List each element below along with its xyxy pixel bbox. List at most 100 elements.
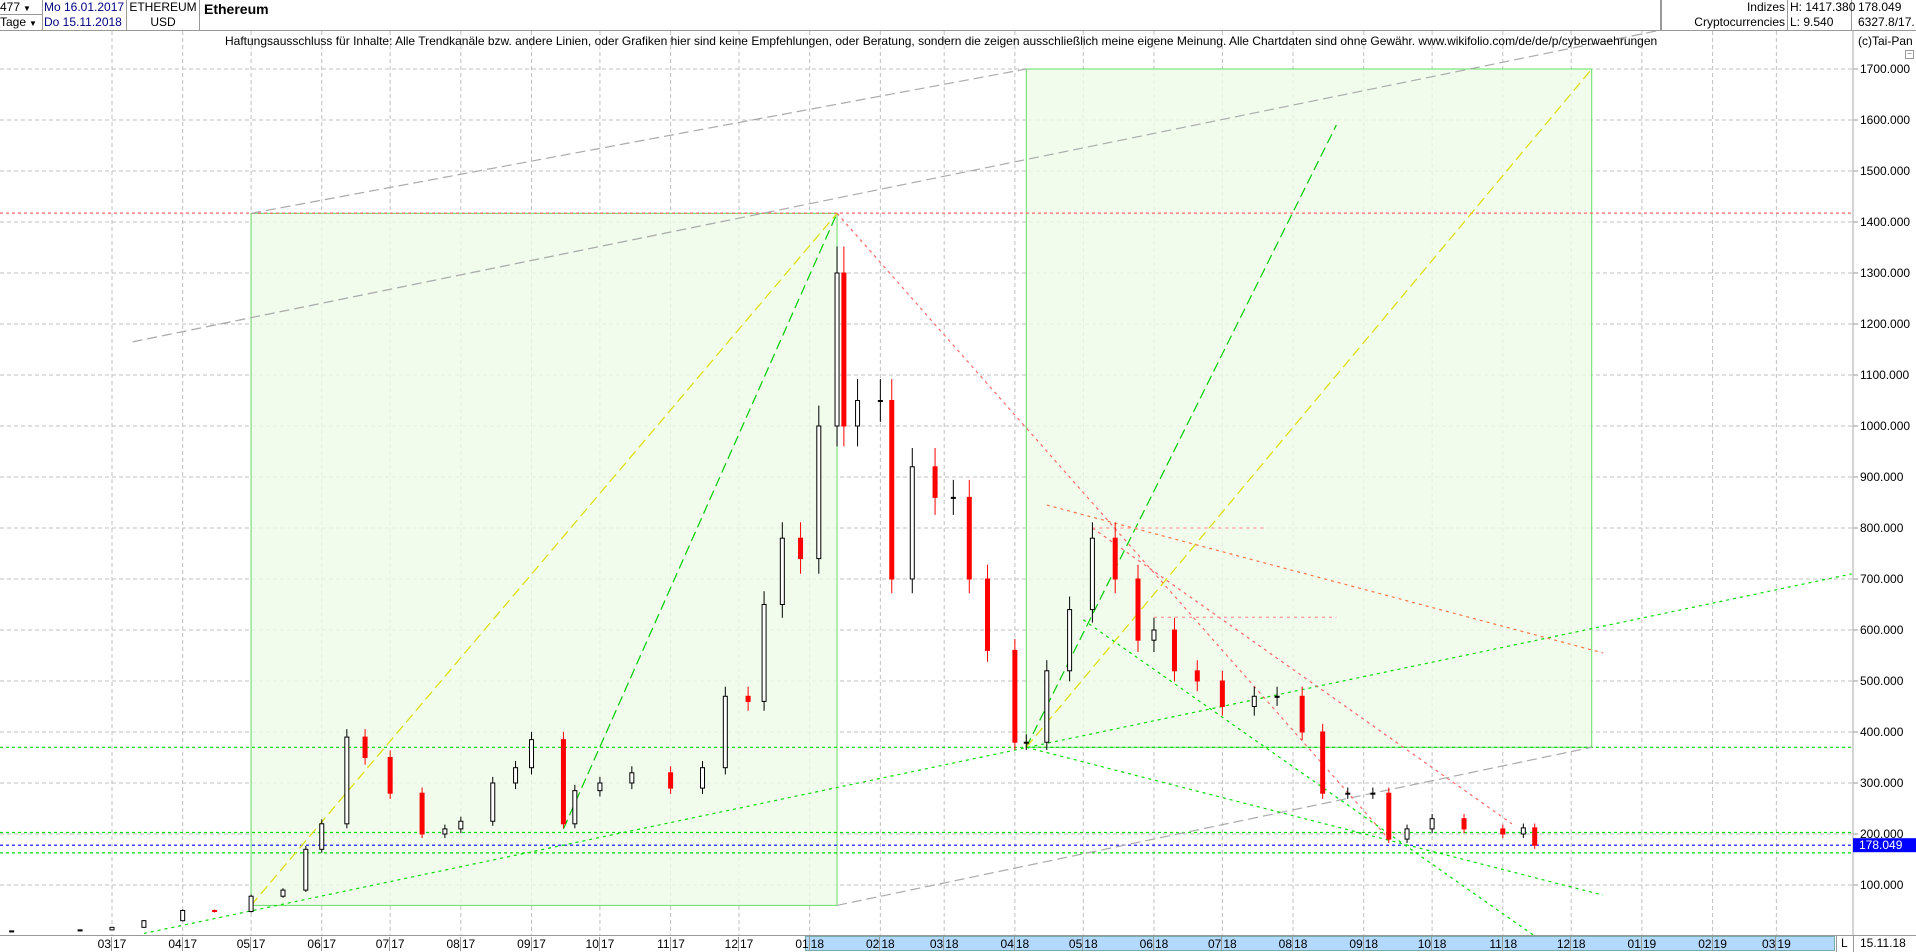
candle-body: [1404, 828, 1410, 840]
y-tick-label: 1400.000: [1860, 215, 1910, 229]
candle-body: [1135, 578, 1141, 641]
collapse-icon[interactable]: −: [1905, 50, 1914, 59]
candle-body: [1023, 741, 1029, 744]
candle-body: [560, 739, 566, 825]
group-label: Indizes: [1660, 0, 1788, 15]
candle-body: [1219, 680, 1225, 707]
last-value: 178.049: [1858, 0, 1902, 14]
chart-header: 477 ▼ Tage ▼ Mo 16.01.2017 Do 15.11.2018 E…: [0, 0, 1916, 31]
x-tick-label: 05 17: [236, 937, 266, 951]
candle-body: [248, 895, 254, 913]
candle-body: [909, 466, 915, 580]
trendline: [1092, 527, 1513, 825]
candle-body: [629, 772, 635, 784]
dropdown-arrow-icon: ▼: [23, 4, 31, 13]
candle-body: [877, 400, 883, 402]
dropdown-arrow-icon: ▼: [29, 19, 37, 28]
x-tick-label: 08 17: [446, 937, 476, 951]
candle-body: [513, 767, 519, 784]
y-tick-label: 200.000: [1860, 827, 1904, 841]
period-select[interactable]: Tage ▼: [0, 15, 43, 31]
x-tick-label: 12 17: [724, 937, 754, 951]
trendline: [132, 31, 1660, 343]
candle-body: [280, 889, 286, 897]
candle-body: [1345, 792, 1351, 795]
trendline: [250, 68, 1027, 214]
x-tick-label: 03 19: [1762, 937, 1791, 951]
x-tick-label: 12 18: [1556, 937, 1586, 951]
x-tick-label: 09 18: [1349, 937, 1379, 951]
chart-title: Ethereum: [204, 1, 269, 17]
candle-body: [1500, 828, 1506, 835]
bar-count-select[interactable]: 477 ▼: [0, 0, 43, 15]
candle-body: [779, 537, 785, 606]
candle-body: [798, 537, 804, 560]
candle-body: [319, 823, 325, 850]
currency: USD: [150, 15, 176, 29]
cursor-date: 15.11.18: [1853, 935, 1916, 952]
candle-body: [1067, 609, 1073, 672]
candle-body: [1299, 695, 1305, 733]
x-tick-label: 09 17: [517, 937, 546, 951]
candle-body: [1386, 792, 1392, 840]
candle-body: [1429, 818, 1435, 830]
candle-body: [761, 604, 767, 702]
x-tick-label: 07 17: [375, 937, 405, 951]
y-tick-label: 600.000: [1860, 623, 1904, 637]
candle-body: [1320, 731, 1326, 794]
high-value: H: 1417.380: [1790, 0, 1856, 15]
extra-value: 6327.8/17.: [1858, 15, 1915, 29]
candle-body: [1194, 670, 1200, 682]
trendline: [562, 213, 838, 830]
candle-body: [1171, 629, 1177, 672]
candle-body: [442, 828, 448, 835]
candle-body: [985, 578, 991, 651]
y-tick-label: 400.000: [1860, 725, 1904, 739]
candle-body: [109, 926, 115, 931]
x-tick-label: 08 18: [1278, 937, 1308, 951]
y-tick-label: 1300.000: [1860, 266, 1910, 280]
copyright: (c)Tai-Pan: [1858, 34, 1913, 48]
candle-body: [1370, 792, 1376, 795]
trendline: [836, 212, 1390, 840]
candle-body: [77, 929, 83, 932]
candle-body: [597, 782, 603, 792]
x-tick-label: 01 19: [1627, 937, 1657, 951]
date-to[interactable]: Do 15.11.2018: [43, 15, 127, 30]
candle-body: [1151, 629, 1157, 641]
x-tick-label: 04 18: [1000, 937, 1030, 951]
trendline: [1046, 504, 1604, 654]
last-price-tag: [1853, 838, 1916, 853]
candle-body: [419, 792, 425, 835]
symbol-box: ETHEREUM USD: [127, 0, 200, 31]
candle-body: [889, 400, 895, 580]
log-toggle[interactable]: L: [1836, 935, 1853, 952]
low-value: L: 9.540: [1788, 15, 1852, 30]
x-tick-label: 01 18: [795, 937, 825, 951]
x-tick-label: 06 18: [1139, 937, 1169, 951]
price-chart[interactable]: 100.000 200.000 300.000 400.000 500.000 600.0…: [0, 31, 1916, 936]
candle-body: [387, 757, 393, 794]
x-tick-label: 10 17: [585, 937, 615, 951]
y-tick-label: 1200.000: [1860, 317, 1910, 331]
y-tick-label: 900.000: [1860, 470, 1904, 484]
candle-body: [303, 848, 309, 891]
candle-body: [212, 910, 218, 913]
candle-body: [529, 739, 535, 769]
candle-body: [9, 930, 15, 933]
candle-body: [490, 782, 496, 822]
candle-body: [1461, 818, 1467, 830]
x-tick-label: 11 18: [1489, 937, 1518, 951]
candle-body: [1520, 827, 1526, 835]
candle-body: [1112, 537, 1118, 580]
date-from[interactable]: Mo 16.01.2017: [43, 0, 127, 15]
candle-body: [841, 272, 847, 427]
period: Tage: [0, 15, 27, 29]
x-tick-label: 06 17: [307, 937, 337, 951]
last-price-label: 178.049: [1859, 838, 1903, 852]
horizontal-scrollbar[interactable]: [805, 936, 1835, 951]
candle-body: [141, 920, 147, 928]
candle-body: [816, 425, 822, 560]
bar-count: 477: [0, 0, 21, 14]
x-tick-label: 03 17: [97, 937, 127, 951]
